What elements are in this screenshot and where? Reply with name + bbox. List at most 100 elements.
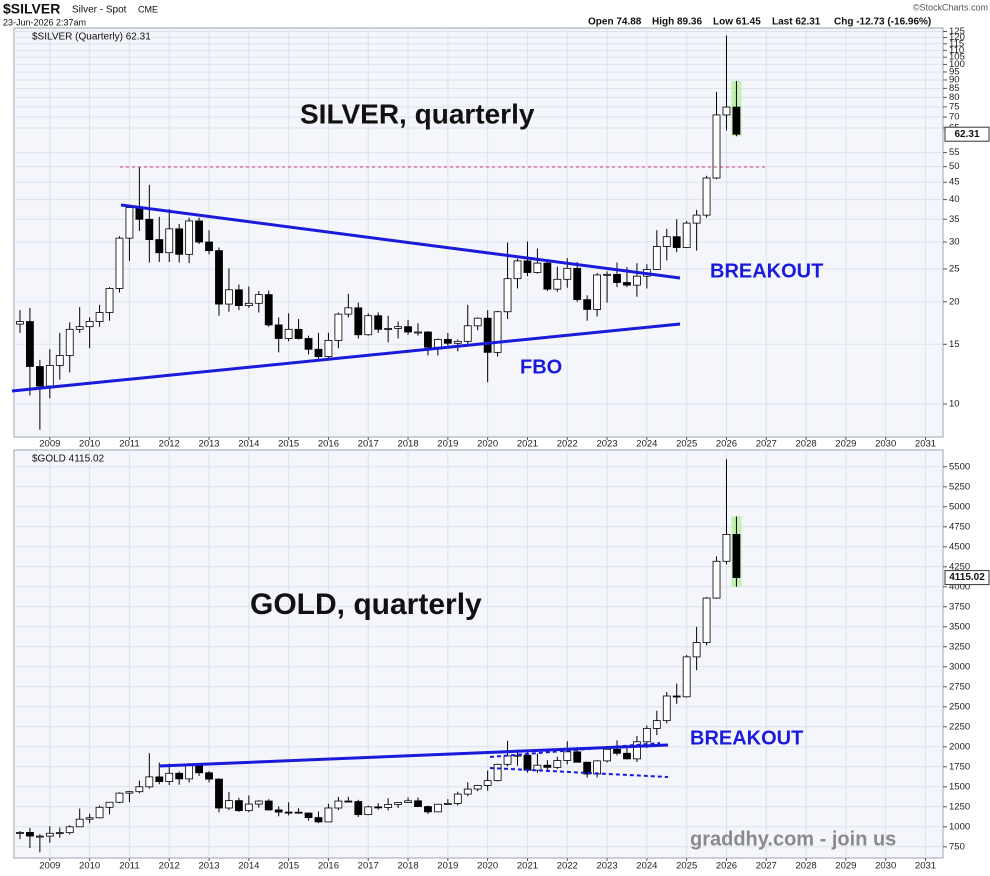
x-tick-label: 2010 <box>79 861 100 872</box>
change: Chg -12.73 (-16.96%) <box>834 17 931 28</box>
x-tick-label: 2025 <box>676 439 697 450</box>
candle-body <box>215 778 223 809</box>
candle-body <box>473 785 482 790</box>
candle-body <box>543 764 552 768</box>
candle-body <box>692 214 701 224</box>
trendline <box>489 767 669 778</box>
candle-body <box>254 294 263 304</box>
x-tick-label: 2013 <box>198 439 219 450</box>
candle-body <box>702 177 711 216</box>
candle-body <box>75 818 84 828</box>
candle-body <box>55 832 64 835</box>
candle-body <box>523 754 532 771</box>
x-tick-label: 2020 <box>477 861 498 872</box>
x-tick-label: 2029 <box>835 861 856 872</box>
x-tick-label: 2019 <box>437 439 458 450</box>
last-value-box <box>944 126 990 142</box>
y-tick-label: 2250 <box>949 721 970 732</box>
x-tick-label: 2028 <box>796 439 817 450</box>
y-tick-label: 10 <box>949 399 960 410</box>
y-tick-label: 4000 <box>949 581 970 592</box>
y-tick-label: 20 <box>949 296 960 307</box>
candle-body <box>35 366 44 387</box>
y-tick-label: 50 <box>949 161 960 172</box>
candle-body <box>662 236 671 247</box>
candle-body <box>75 326 84 330</box>
x-tick-label: 2012 <box>159 439 180 450</box>
x-tick-label: 2020 <box>477 439 498 450</box>
candle-body <box>354 801 363 816</box>
candle-body <box>722 106 731 116</box>
candle-body <box>234 289 243 306</box>
y-tick-label: 120 <box>949 32 965 43</box>
candle-body <box>672 695 681 698</box>
candle-body <box>294 811 303 814</box>
y-tick-label: 1000 <box>949 821 970 832</box>
x-tick-label: 2021 <box>517 439 538 450</box>
x-tick-label: 2014 <box>238 439 259 450</box>
x-tick-label: 2018 <box>397 439 418 450</box>
candle-body <box>195 220 203 243</box>
candle-body <box>603 273 611 276</box>
x-tick-label: 2010 <box>79 439 100 450</box>
candle-body <box>125 207 134 239</box>
y-tick-label: 95 <box>949 66 960 77</box>
y-tick-label: 80 <box>949 92 960 103</box>
candle-body <box>274 809 283 813</box>
candle-body <box>225 289 233 305</box>
panel-label: $GOLD 4115.02 <box>32 454 105 465</box>
candle-body <box>493 311 502 353</box>
candle-body <box>175 228 184 255</box>
candle-body <box>145 776 154 788</box>
panel-label: $SILVER (Quarterly) 62.31 <box>32 32 151 43</box>
candle-body <box>533 764 542 771</box>
candle-body <box>384 804 393 808</box>
candle-body <box>274 324 283 339</box>
candle-body <box>364 806 373 816</box>
chart-title: GOLD, quarterly <box>250 588 482 621</box>
x-tick-label: 2031 <box>915 439 936 450</box>
candle-body <box>135 786 144 793</box>
y-tick-label: 5500 <box>949 461 970 472</box>
candle-body <box>155 776 164 783</box>
x-tick-label: 2027 <box>756 439 777 450</box>
y-tick-label: 55 <box>949 147 960 158</box>
candle-body <box>633 275 641 286</box>
x-tick-label: 2013 <box>198 861 219 872</box>
candle-body <box>453 340 462 344</box>
date: 23-Jun-2026 2:37am <box>3 17 86 27</box>
trendline <box>489 742 661 758</box>
candle-body <box>125 791 134 794</box>
candle-body <box>642 728 651 743</box>
candle-body <box>314 348 323 357</box>
candle-body <box>175 772 184 780</box>
x-tick-label: 2014 <box>238 861 259 872</box>
candle-body <box>483 780 492 786</box>
y-tick-label: 1750 <box>949 761 970 772</box>
candle-body <box>364 315 373 336</box>
candle-body <box>732 106 741 135</box>
watermark: graddhy.com - join us <box>690 828 896 850</box>
candle-body <box>105 288 114 313</box>
y-tick-label: 5250 <box>949 481 970 492</box>
x-tick-label: 2011 <box>119 861 139 872</box>
candle-body <box>334 800 343 809</box>
candle-body <box>533 262 542 273</box>
candle-body <box>443 339 452 344</box>
y-tick-label: 75 <box>949 101 960 112</box>
candle-body <box>374 806 383 809</box>
x-tick-label: 2023 <box>596 861 617 872</box>
candle-body <box>682 222 691 248</box>
silver-trendlines <box>11 166 768 393</box>
candle-body <box>414 800 422 807</box>
chart-title: SILVER, quarterly <box>300 98 535 129</box>
candle-body <box>394 802 402 805</box>
x-tick-label: 2030 <box>875 861 896 872</box>
candle-body <box>264 800 273 811</box>
candle-body <box>613 273 621 283</box>
candle-body <box>463 325 472 342</box>
candle-body <box>334 313 343 341</box>
y-tick-label: 3750 <box>949 601 970 612</box>
candle-body <box>284 811 293 814</box>
candle-body <box>384 328 393 330</box>
